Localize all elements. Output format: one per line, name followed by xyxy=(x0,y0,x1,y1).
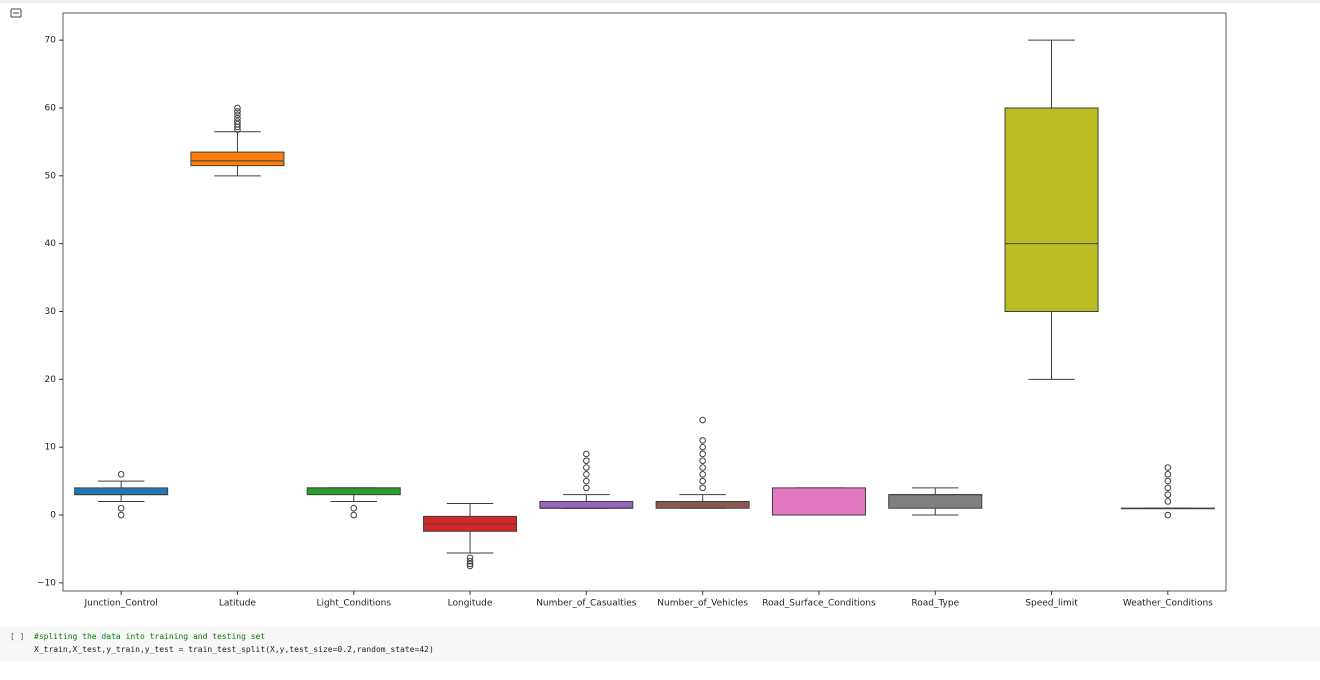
flier xyxy=(699,457,706,465)
top-border xyxy=(0,0,1320,3)
x-tick-label: Number_of_Casualties xyxy=(536,599,637,609)
flier xyxy=(234,120,241,128)
y-tick-label: 0 xyxy=(50,511,56,521)
y-tick-label: 30 xyxy=(45,307,57,317)
flier xyxy=(699,464,706,471)
flier xyxy=(583,457,590,465)
x-tick-label: Road_Surface_Conditions xyxy=(762,599,876,609)
flier xyxy=(699,443,706,451)
x-tick-label: Weather_Conditions xyxy=(1123,599,1213,609)
flier xyxy=(1164,491,1172,498)
box xyxy=(306,487,401,496)
flier xyxy=(234,108,241,115)
flier xyxy=(350,511,358,519)
x-tick-label: Longitude xyxy=(448,599,493,609)
box xyxy=(190,151,285,167)
flier xyxy=(117,471,125,478)
chart: −10 0 10 20 30 40 50 60 70 Junction_Control Latitu… xyxy=(0,0,1320,609)
y-tick-label: 40 xyxy=(45,239,57,249)
y-tick-label: 60 xyxy=(45,103,57,113)
flier xyxy=(1164,464,1172,471)
flier xyxy=(234,104,241,112)
flier xyxy=(699,477,706,485)
flier xyxy=(466,557,474,565)
cell-prompt[interactable]: [ ] xyxy=(10,632,25,641)
output-icon[interactable] xyxy=(10,8,22,18)
flier xyxy=(234,118,241,125)
box xyxy=(74,487,169,496)
flier xyxy=(1164,477,1172,485)
flier xyxy=(466,562,474,570)
flier xyxy=(350,504,358,512)
y-tick-label: 70 xyxy=(45,36,57,46)
flier xyxy=(1164,498,1172,505)
box xyxy=(771,487,866,516)
box xyxy=(888,494,983,509)
flier xyxy=(699,437,706,444)
x-tick-label: Junction_Control xyxy=(84,599,158,609)
flier xyxy=(583,471,590,478)
y-tick-label: 50 xyxy=(45,171,57,181)
flier xyxy=(117,511,125,519)
flier xyxy=(699,416,706,424)
flier xyxy=(699,450,706,458)
x-tick-label: Number_of_Vehicles xyxy=(657,599,748,609)
flier xyxy=(234,111,241,119)
y-tick-label: 20 xyxy=(45,375,57,385)
code-line: X_train,X_test,y_train,y_test = train_te… xyxy=(34,645,434,654)
flier xyxy=(117,504,125,512)
y-tick-label: 10 xyxy=(45,443,57,453)
flier xyxy=(583,464,590,471)
flier xyxy=(466,560,474,568)
flier xyxy=(583,450,590,458)
x-tick-label: Latitude xyxy=(219,599,257,609)
box xyxy=(1004,107,1099,312)
flier xyxy=(234,114,241,122)
code-cell[interactable]: [ ] #spliting the data into training and… xyxy=(0,626,1320,661)
y-tick-label: −10 xyxy=(37,578,56,588)
flier xyxy=(699,484,706,492)
plot-frame xyxy=(62,12,1227,592)
x-tick-label: Speed_limit xyxy=(1025,599,1078,609)
box xyxy=(539,500,634,509)
box xyxy=(655,500,750,509)
flier xyxy=(1164,471,1172,478)
x-tick-label: Light_Conditions xyxy=(316,599,391,609)
code-comment: #spliting the data into training and tes… xyxy=(34,632,266,641)
flier xyxy=(466,554,474,562)
flier xyxy=(583,484,590,492)
flier xyxy=(1164,484,1172,492)
x-tick-label: Road_Type xyxy=(911,599,959,609)
flier xyxy=(1164,511,1172,519)
flier xyxy=(583,477,590,485)
flier xyxy=(699,471,706,478)
